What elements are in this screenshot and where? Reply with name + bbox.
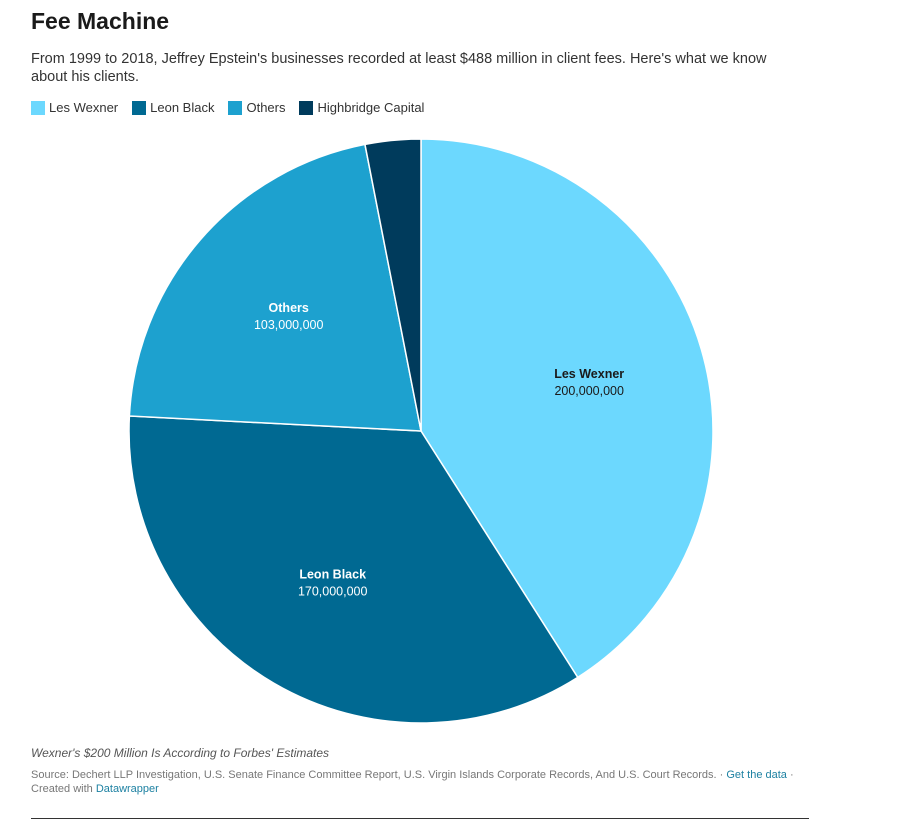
- footer-rule: [31, 818, 809, 819]
- legend-swatch: [228, 100, 243, 115]
- legend-swatch: [299, 100, 314, 115]
- legend-label: Highbridge Capital: [317, 100, 425, 115]
- legend: Les Wexner Leon Black Others Highbridge …: [31, 100, 424, 115]
- slice-label-leon-black: Leon Black 170,000,000: [298, 567, 368, 598]
- legend-swatch: [31, 100, 45, 115]
- chart-subtitle: From 1999 to 2018, Jeffrey Epstein's bus…: [31, 51, 767, 85]
- datawrapper-link[interactable]: Datawrapper: [95, 783, 159, 795]
- chart-title: Fee Machine: [31, 8, 170, 34]
- legend-item-others: Others: [228, 100, 285, 115]
- get-data-link[interactable]: Get the data: [726, 769, 787, 781]
- legend-label: Leon Black: [150, 100, 215, 115]
- source-line: Source: Dechert LLP Investigation, U.S. …: [31, 769, 794, 795]
- pie-slice-leon-black: [128, 415, 579, 724]
- legend-item-leon-black: Leon Black: [132, 100, 214, 115]
- pie-slice-les-wexner: [420, 138, 714, 679]
- created-with-text: Created with: [31, 783, 93, 795]
- pie-slice-others: [128, 143, 422, 432]
- legend-swatch: [132, 100, 147, 115]
- pie-slice-highbridge-capital: [364, 138, 422, 432]
- slice-label-les-wexner: Les Wexner 200,000,000: [554, 367, 624, 398]
- legend-label: Les Wexner: [49, 100, 119, 115]
- legend-item-highbridge-capital: Highbridge Capital: [299, 100, 424, 115]
- chart-notes: Wexner's $200 Million Is According to Fo…: [31, 746, 330, 760]
- legend-item-les-wexner: Les Wexner: [31, 100, 118, 115]
- legend-label: Others: [246, 100, 286, 115]
- slice-label-others: Others 103,000,000: [254, 301, 324, 332]
- source-text: Source: Dechert LLP Investigation, U.S. …: [31, 769, 717, 781]
